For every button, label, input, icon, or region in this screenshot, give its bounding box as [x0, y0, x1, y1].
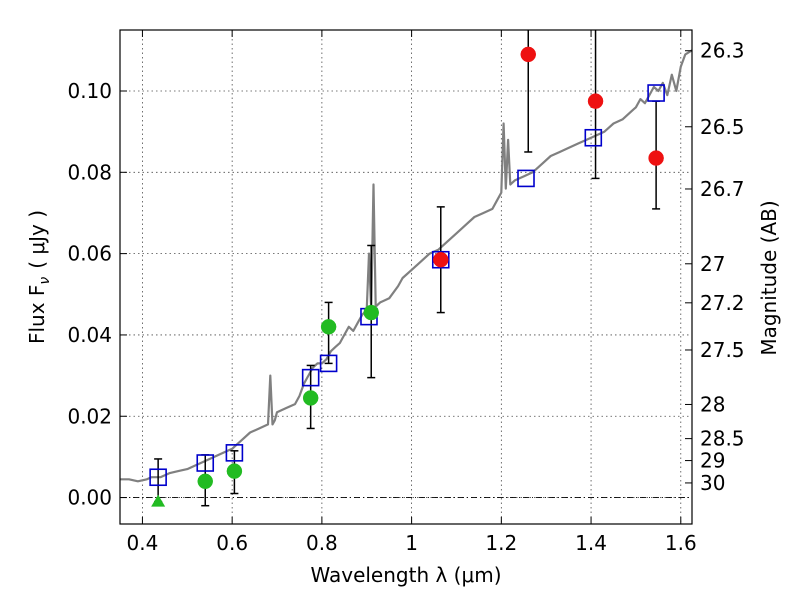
model-photometry-square	[319, 354, 338, 373]
plot-background	[120, 30, 692, 524]
y-tick-label: 0.02	[67, 404, 112, 428]
model-photometry-square	[149, 468, 167, 487]
x-axis-label: Wavelength λ (μm)	[310, 563, 501, 587]
y2-tick-label: 26.5	[700, 115, 745, 139]
model-photometry-square	[225, 444, 244, 462]
nir-photometry-point	[648, 150, 664, 166]
x-tick-label: 1.2	[485, 531, 517, 555]
y-tick-label: 0.04	[67, 323, 112, 347]
x-tick-label: 0.4	[127, 531, 159, 555]
y-axis-label-text: Flux F	[25, 285, 49, 344]
optical-photometry-point	[302, 390, 319, 406]
y-axis-label: Flux Fν ( μJy )	[25, 210, 53, 344]
y-tick-label: 0.10	[67, 79, 112, 103]
x-axis: 0.4 0.6 0.8 1 1.2 1.4 1.6	[127, 30, 697, 555]
y-tick-label: 0.08	[67, 160, 112, 184]
plot-frame	[119, 29, 693, 525]
y2-tick-label: 26.3	[700, 39, 745, 63]
x-tick-label: 1.4	[575, 531, 607, 555]
plot-area	[120, 30, 692, 507]
y2-tick-label: 27.5	[700, 338, 745, 362]
optical-photometry-point	[320, 319, 337, 335]
y2-tick-label: 30	[700, 471, 725, 495]
optical-photometry-point	[197, 473, 213, 490]
model-photometry-square	[301, 368, 320, 387]
x-tick-label: 1.6	[665, 531, 697, 555]
y2-tick-label: 28	[700, 392, 725, 416]
y2-axis-label: Magnitude (AB)	[757, 200, 781, 355]
y2-tick-label: 27.2	[700, 291, 745, 315]
svg-text:Flux Fν( μJy ): Flux Fν ( μJy )	[25, 210, 53, 344]
y2-tick-label: 26.7	[700, 177, 745, 201]
upper-limit-triangle	[151, 494, 166, 507]
y-tick-label: 0.06	[67, 242, 112, 266]
nir-photometry-point	[433, 251, 449, 268]
x-tick-label: 0.6	[216, 531, 248, 555]
x-tick-label: 1	[405, 531, 418, 555]
y2-tick-label: 29	[700, 449, 725, 473]
y2-tick-label: 28.5	[700, 427, 745, 451]
x-tick-label: 0.8	[306, 531, 338, 555]
y-axis: 0.00 0.02 0.04 0.06 0.08 0.10	[67, 79, 127, 510]
y-axis-label-subscript: ν	[37, 277, 53, 285]
nir-photometry-point	[587, 93, 604, 109]
model-photometry-square	[431, 250, 450, 269]
y-axis-label-unit: ( μJy )	[25, 210, 49, 269]
model-spectrum-line	[120, 49, 692, 483]
model-photometry-square	[647, 84, 665, 102]
y-tick-label: 0.00	[67, 486, 112, 510]
model-photometry-square	[517, 169, 535, 188]
optical-photometry-point	[226, 463, 243, 479]
optical-photometry-point	[363, 304, 379, 321]
nir-photometry-point	[520, 46, 537, 63]
y2-tick-label: 27	[700, 252, 725, 276]
model-photometry-square	[584, 128, 603, 147]
model-photometry-square	[196, 454, 215, 472]
